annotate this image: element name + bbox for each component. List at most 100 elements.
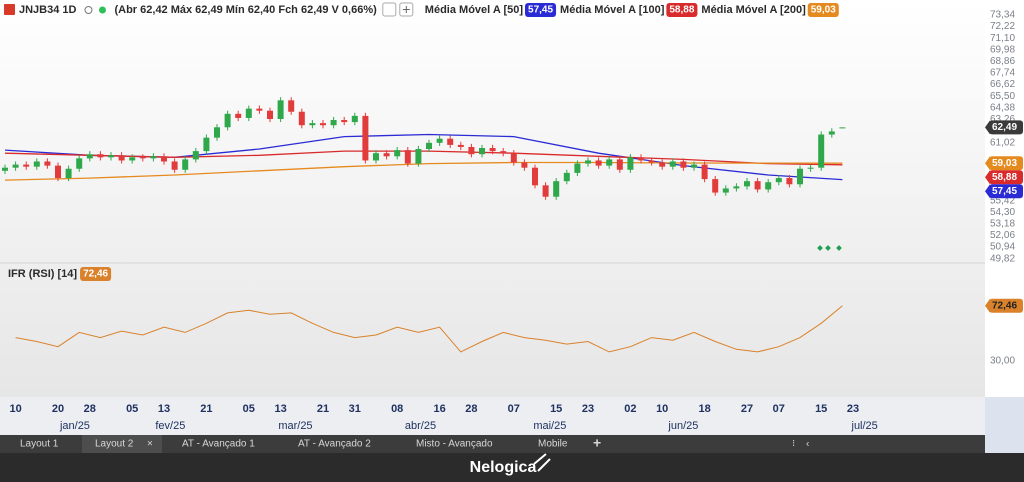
x-tick-label: 31 — [349, 403, 361, 415]
more-icon[interactable]: ⁝ — [792, 439, 795, 450]
candle-body — [76, 158, 83, 169]
candle-body — [362, 115, 369, 161]
candle-body — [479, 148, 485, 155]
ma-value-text: 57,45 — [528, 5, 553, 16]
scroll-icon[interactable]: ‹ — [806, 439, 809, 450]
candle-body — [171, 161, 178, 170]
candle-body — [256, 108, 263, 111]
plot: 73,3472,2271,1069,9868,8667,7466,6265,50… — [2, 10, 1023, 432]
chart-background — [0, 0, 985, 397]
ma-name: Média Móvel A [100] — [560, 4, 665, 16]
candle-body — [320, 123, 326, 126]
tab-close[interactable]: × — [147, 439, 153, 450]
price-tag-pointer — [985, 120, 990, 135]
symbol-icon[interactable] — [4, 4, 15, 15]
x-tick-label: 07 — [773, 403, 785, 415]
y-tick-label: 72,22 — [990, 21, 1015, 32]
x-tick-label: 07 — [508, 403, 520, 415]
tab[interactable]: AT - Avançado 1 — [182, 439, 255, 450]
x-tick-label: 05 — [126, 403, 138, 415]
y-tick-label: 55,42 — [990, 195, 1015, 206]
ma-value-box — [525, 3, 557, 17]
candle-body — [754, 181, 761, 190]
candle-body — [224, 113, 231, 128]
ma-value-box — [666, 3, 698, 17]
candle-body — [150, 156, 157, 159]
tab[interactable]: Mobile — [538, 439, 568, 450]
price-tag: 62,49 — [989, 120, 1023, 135]
tab[interactable]: Layout 1 — [20, 439, 59, 450]
price-tag-pointer — [985, 170, 990, 185]
candle-body — [203, 137, 210, 152]
candle-body — [108, 155, 114, 158]
candle-body — [510, 153, 517, 163]
y-tick-label: 66,62 — [990, 79, 1015, 90]
month-label: fev/25 — [155, 420, 185, 432]
ma-name: Média Móvel A [200] — [701, 4, 806, 16]
settings-icon[interactable] — [84, 6, 93, 14]
x-tick-label: 10 — [9, 403, 21, 415]
footer-logo: Nelogica — [470, 459, 537, 476]
candle-body — [118, 155, 125, 161]
y-tick-label: 53,18 — [990, 219, 1015, 230]
candle-body — [828, 131, 835, 135]
y-tick-label: 63,26 — [990, 114, 1015, 125]
candle-body — [383, 153, 390, 157]
candle-body — [585, 160, 591, 164]
candle-body — [786, 178, 793, 185]
ma-value: 57,45 — [525, 3, 557, 17]
y-tick-label: 69,98 — [990, 44, 1015, 55]
x-tick-label: 10 — [656, 403, 668, 415]
candle-body — [691, 164, 697, 168]
y-tick-label: 67,74 — [990, 68, 1015, 79]
add-icon — [402, 6, 410, 13]
candle-body — [542, 185, 549, 197]
candle-body — [341, 120, 348, 123]
x-tick-label: 20 — [52, 403, 64, 415]
candle-body — [214, 127, 220, 138]
candle-body — [245, 108, 252, 118]
candle-body — [468, 146, 475, 155]
status-dot — [98, 6, 106, 14]
candle-body — [669, 161, 676, 167]
footer-bar — [0, 453, 1024, 482]
price-tag-pointer — [985, 156, 990, 171]
price-tag-text: 58,88 — [992, 172, 1017, 183]
candle-body — [298, 111, 305, 126]
candle-body — [744, 181, 750, 187]
candle-body — [404, 150, 411, 164]
add-tab[interactable]: + — [593, 435, 601, 451]
month-label: jul/25 — [851, 420, 878, 432]
tab[interactable]: AT - Avançado 2 — [298, 439, 371, 450]
candle-body — [436, 138, 443, 143]
candle-body — [44, 161, 51, 166]
tab[interactable]: Layout 2 — [95, 439, 134, 450]
tab[interactable]: Misto - Avançado — [416, 439, 493, 450]
candle-body — [521, 162, 528, 168]
x-tick-label: 18 — [698, 403, 710, 415]
y-tick-label: 52,06 — [990, 230, 1015, 241]
candle-body — [733, 186, 740, 189]
time-axis-background — [0, 397, 985, 435]
y-tick-label: 61,02 — [990, 137, 1015, 148]
price-tag-text: 57,45 — [992, 186, 1017, 197]
x-tick-label: 21 — [317, 403, 329, 415]
candle-body — [65, 168, 72, 179]
candle-body — [680, 161, 687, 168]
collapse-button[interactable] — [382, 2, 397, 17]
rsi-value-box — [80, 267, 112, 281]
candle-body — [722, 188, 729, 193]
signal-marker — [825, 245, 831, 251]
x-tick-label: 23 — [847, 403, 859, 415]
y-tick-label: 50,94 — [990, 242, 1015, 253]
candle-body — [532, 167, 538, 186]
price-tag-box — [989, 184, 1023, 199]
x-tick-label: 28 — [84, 403, 96, 415]
month-label: jun/25 — [667, 420, 698, 432]
candle-body — [775, 178, 782, 183]
candle-body — [553, 181, 560, 197]
candle-body — [447, 138, 454, 145]
candle-body — [309, 123, 316, 126]
candle-body — [394, 150, 401, 157]
